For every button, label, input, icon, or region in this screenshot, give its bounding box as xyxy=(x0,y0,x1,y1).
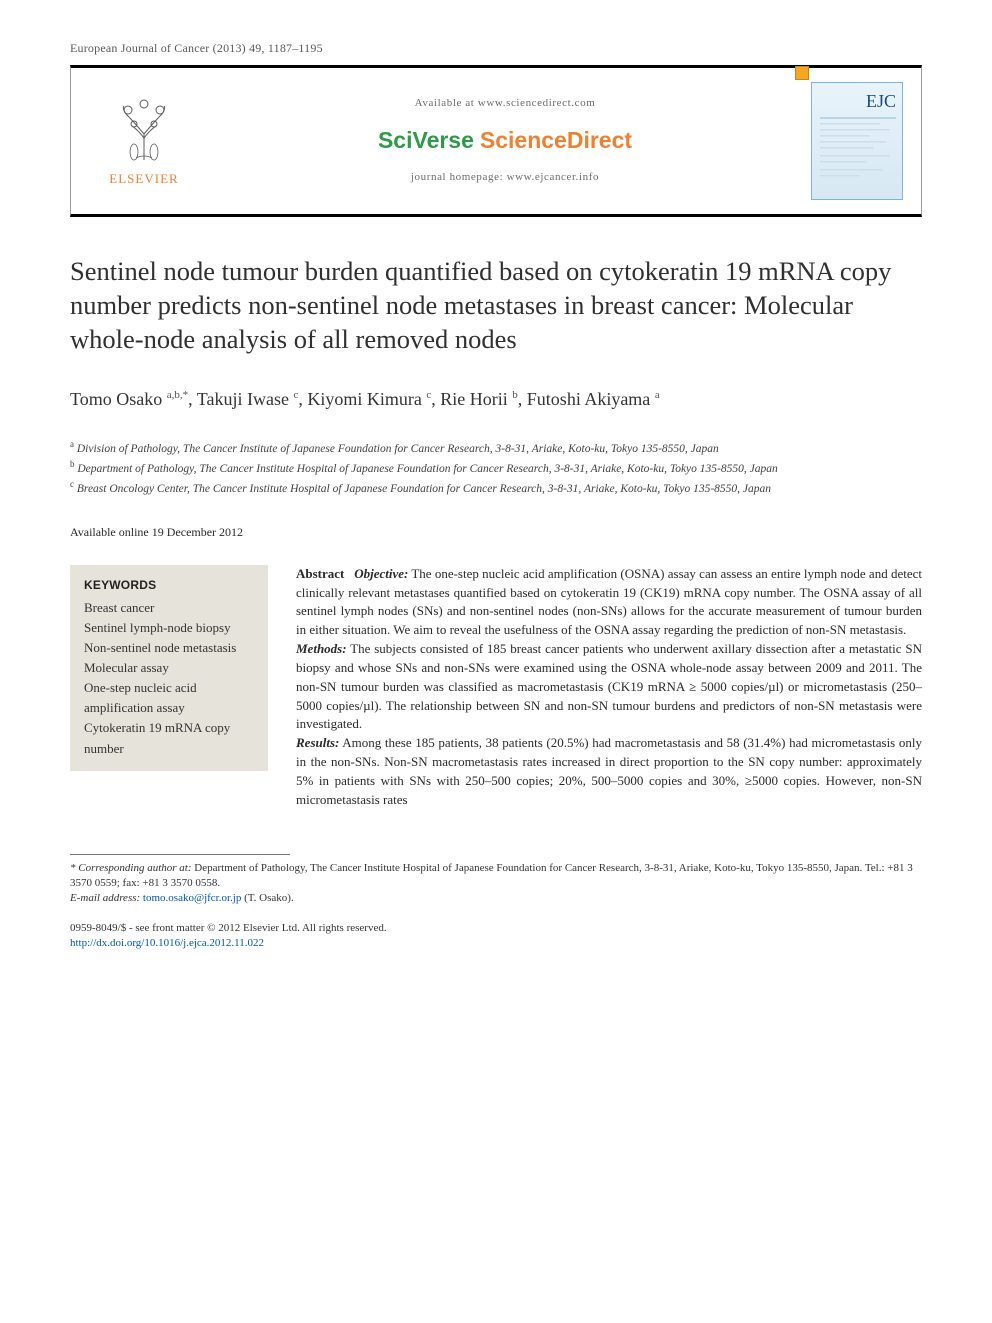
keyword-item: Molecular assay xyxy=(84,658,254,678)
objective-label: Objective: xyxy=(354,566,408,581)
affiliation-a: a Division of Pathology, The Cancer Inst… xyxy=(70,438,922,458)
methods-text: The subjects consisted of 185 breast can… xyxy=(296,641,922,731)
available-online-date: Available online 19 December 2012 xyxy=(70,524,922,541)
corresponding-author: * Corresponding author at: Department of… xyxy=(70,861,922,892)
sciverse-word: SciVerse xyxy=(378,124,474,156)
doi-link[interactable]: http://dx.doi.org/10.1016/j.ejca.2012.11… xyxy=(70,937,264,949)
corresponding-text: Department of Pathology, The Cancer Inst… xyxy=(70,862,913,889)
keyword-item: Sentinel lymph-node biopsy xyxy=(84,618,254,638)
keywords-box: KEYWORDS Breast cancer Sentinel lymph-no… xyxy=(70,565,268,771)
header-center: Available at www.sciencedirect.com SciVe… xyxy=(199,96,811,185)
running-head: European Journal of Cancer (2013) 49, 11… xyxy=(70,40,922,57)
email-who: (T. Osako). xyxy=(244,892,294,904)
copyright-block: 0959-8049/$ - see front matter © 2012 El… xyxy=(70,921,922,952)
results-label: Results: xyxy=(296,735,339,750)
available-at-text: Available at www.sciencedirect.com xyxy=(199,96,811,111)
sciverse-sciencedirect-logo: SciVerse ScienceDirect xyxy=(378,124,632,156)
affiliation-c: c Breast Oncology Center, The Cancer Ins… xyxy=(70,478,922,498)
affiliations: a Division of Pathology, The Cancer Inst… xyxy=(70,438,922,498)
provider-badge-icon xyxy=(795,66,809,80)
elsevier-tree-icon xyxy=(108,94,180,166)
methods-label: Methods: xyxy=(296,641,347,656)
elsevier-logo: ELSEVIER xyxy=(89,94,199,188)
keyword-item: One-step nucleic acid amplification assa… xyxy=(84,678,254,718)
abstract: Abstract Objective: The one-step nucleic… xyxy=(296,565,922,810)
keywords-heading: KEYWORDS xyxy=(84,577,254,594)
email-link[interactable]: tomo.osako@jfcr.or.jp xyxy=(143,892,241,904)
sciencedirect-word: ScienceDirect xyxy=(480,124,632,156)
elsevier-wordmark: ELSEVIER xyxy=(109,170,178,188)
abstract-label: Abstract xyxy=(296,566,344,581)
journal-homepage-text: journal homepage: www.ejcancer.info xyxy=(199,170,811,185)
keyword-item: Breast cancer xyxy=(84,598,254,618)
issn-copyright-line: 0959-8049/$ - see front matter © 2012 El… xyxy=(70,921,922,936)
keyword-item: Cytokeratin 19 mRNA copy number xyxy=(84,718,254,758)
affiliation-b: b Department of Pathology, The Cancer In… xyxy=(70,458,922,478)
article-title: Sentinel node tumour burden quantified b… xyxy=(70,255,922,357)
footnotes: * Corresponding author at: Department of… xyxy=(70,861,922,907)
email-line: E-mail address: tomo.osako@jfcr.or.jp (T… xyxy=(70,891,922,906)
email-label: E-mail address: xyxy=(70,892,140,904)
journal-cover-thumbnail: EJC xyxy=(811,82,903,200)
keyword-item: Non-sentinel node metastasis xyxy=(84,638,254,658)
corresponding-label: * Corresponding author at: xyxy=(70,862,192,874)
footnote-separator xyxy=(70,854,290,855)
publisher-header: ELSEVIER Available at www.sciencedirect.… xyxy=(70,65,922,217)
authors-line: Tomo Osako a,b,*, Takuji Iwase c, Kiyomi… xyxy=(70,387,922,412)
results-text: Among these 185 patients, 38 patients (2… xyxy=(296,735,922,807)
